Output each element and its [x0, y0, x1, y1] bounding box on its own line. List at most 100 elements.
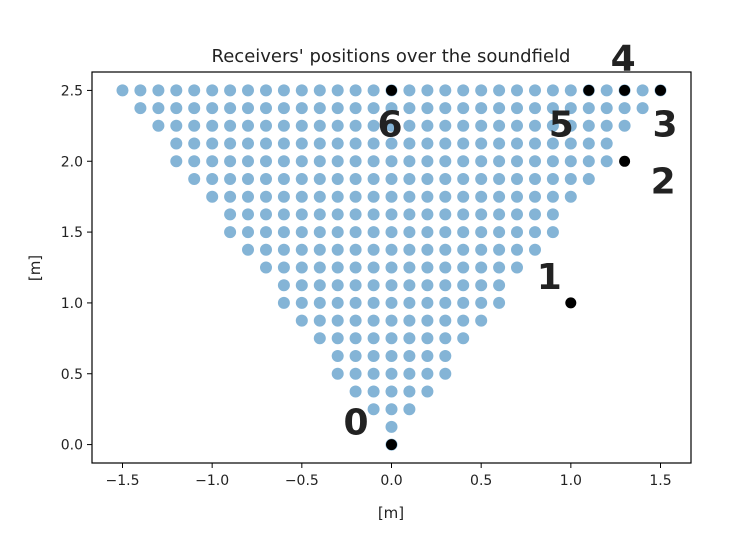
soundfield-point [421, 350, 434, 362]
soundfield-point [421, 332, 434, 345]
soundfield-point [493, 173, 506, 185]
soundfield-point [313, 279, 326, 292]
soundfield-point [421, 279, 434, 292]
soundfield-point [493, 84, 506, 97]
soundfield-point [421, 173, 434, 185]
soundfield-point [242, 119, 254, 132]
receiver-label-2: 2 [651, 161, 676, 202]
soundfield-point [367, 367, 380, 380]
soundfield-point [295, 261, 308, 274]
soundfield-point [385, 119, 398, 132]
soundfield-point [385, 155, 398, 168]
soundfield-point [475, 119, 488, 132]
soundfield-point [349, 279, 362, 292]
soundfield-point [277, 296, 290, 309]
receiver-point-2 [619, 155, 631, 167]
soundfield-point [403, 279, 416, 292]
soundfield-point [260, 137, 272, 150]
receiver-annotations: 0 1 2 345 6 [344, 38, 678, 443]
soundfield-point [331, 84, 344, 97]
soundfield-point [349, 208, 362, 221]
soundfield-point [206, 102, 219, 115]
soundfield-point [475, 279, 488, 292]
soundfield-point [439, 137, 452, 150]
soundfield-point [403, 208, 416, 221]
soundfield-point [475, 261, 488, 274]
receiver-label-5: 5 [549, 104, 574, 145]
soundfield-point [493, 261, 506, 274]
soundfield-point [349, 332, 362, 345]
soundfield-point [511, 208, 523, 221]
soundfield-point [493, 208, 506, 221]
soundfield-point [385, 102, 398, 115]
soundfield-point [403, 84, 416, 97]
soundfield-point [403, 367, 416, 380]
soundfield-point [188, 155, 201, 168]
soundfield-point [385, 208, 398, 221]
soundfield-point [546, 226, 559, 239]
soundfield-point [564, 155, 577, 168]
soundfield-point [529, 137, 541, 150]
soundfield-point [421, 84, 434, 97]
soundfield-point [224, 155, 237, 168]
soundfield-point [295, 279, 308, 292]
soundfield-point [529, 208, 541, 221]
soundfield-point [529, 119, 541, 132]
soundfield-point [403, 155, 416, 168]
soundfield-point [457, 296, 470, 309]
soundfield-point [439, 261, 452, 274]
y-tick-label: 0.0 [61, 438, 83, 454]
soundfield-point [421, 243, 434, 256]
soundfield-point [421, 296, 434, 309]
soundfield-point [170, 84, 183, 97]
soundfield-point [475, 137, 488, 150]
soundfield-point [313, 314, 326, 327]
soundfield-point [224, 119, 237, 132]
soundfield-point [475, 226, 488, 239]
soundfield-point [457, 332, 470, 345]
soundfield-point [224, 226, 237, 239]
receiver-label-6: 6 [378, 104, 403, 145]
soundfield-point [457, 261, 470, 274]
x-tick-label: −0.5 [285, 473, 319, 489]
soundfield-point [349, 137, 362, 150]
soundfield-point [421, 261, 434, 274]
receiver-point-3 [655, 84, 666, 96]
soundfield-point [385, 243, 398, 256]
soundfield-point [242, 208, 254, 221]
receiver-point-0 [386, 439, 397, 451]
receiver-point-5 [583, 84, 595, 96]
soundfield-point [295, 296, 308, 309]
x-axis-label: [m] [378, 504, 404, 522]
soundfield-point [134, 102, 147, 115]
soundfield-point [277, 190, 290, 203]
soundfield-point [582, 155, 595, 168]
soundfield-point [385, 226, 398, 239]
receiver-label-1: 1 [537, 257, 562, 298]
soundfield-point [564, 190, 577, 203]
y-axis-label: [m] [26, 255, 44, 281]
soundfield-point [313, 296, 326, 309]
axis-ticks: −1.5 −1.0 −0.5 0.0 0.5 1.0 1.5 0.0 0.5 1.0 1.5 2.0 2… [61, 83, 672, 489]
soundfield-point [457, 84, 470, 97]
soundfield-point [152, 84, 165, 97]
soundfield-point [224, 208, 237, 221]
soundfield-point [457, 226, 470, 239]
soundfield-point [439, 350, 452, 362]
soundfield-point [385, 367, 398, 380]
soundfield-point [349, 350, 362, 362]
soundfield-point [546, 208, 559, 221]
soundfield-point [564, 84, 577, 97]
soundfield-point [511, 226, 523, 239]
soundfield-point [331, 314, 344, 327]
soundfield-point [475, 314, 488, 327]
soundfield-point [349, 243, 362, 256]
soundfield-point [511, 84, 523, 97]
soundfield-point [636, 102, 649, 115]
soundfield-point [349, 261, 362, 274]
soundfield-point [439, 296, 452, 309]
soundfield-point [313, 155, 326, 168]
soundfield-point [403, 119, 416, 132]
soundfield-point [511, 243, 523, 256]
x-tick-label: 0.0 [380, 473, 402, 489]
